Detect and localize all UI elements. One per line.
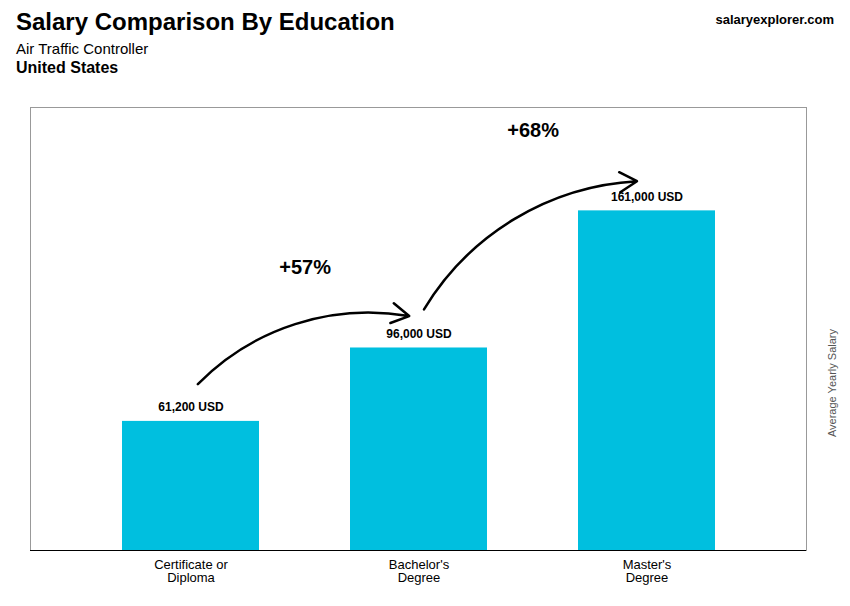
svg-text:61,200 USD: 61,200 USD <box>158 400 224 414</box>
svg-text:+57%: +57% <box>279 256 331 278</box>
svg-text:96,000 USD: 96,000 USD <box>386 327 452 341</box>
svg-text:Certificate orDiploma: Certificate orDiploma <box>154 557 228 585</box>
html-text:salaryexplorer.com: salaryexplorer.com <box>715 12 834 27</box>
svg-text:Bachelor'sDegree: Bachelor'sDegree <box>389 557 450 585</box>
svg-text:+68%: +68% <box>507 119 559 141</box>
svg-text:Master'sDegree: Master'sDegree <box>623 557 672 585</box>
svg-text:Average Yearly Salary: Average Yearly Salary <box>826 329 838 438</box>
html-text:Air Traffic Controller: Air Traffic Controller <box>16 40 149 57</box>
html-text:Salary Comparison By Education: Salary Comparison By Education <box>16 8 395 35</box>
html-text:United States: United States <box>16 59 119 76</box>
svg-text:161,000 USD: 161,000 USD <box>611 189 683 204</box>
